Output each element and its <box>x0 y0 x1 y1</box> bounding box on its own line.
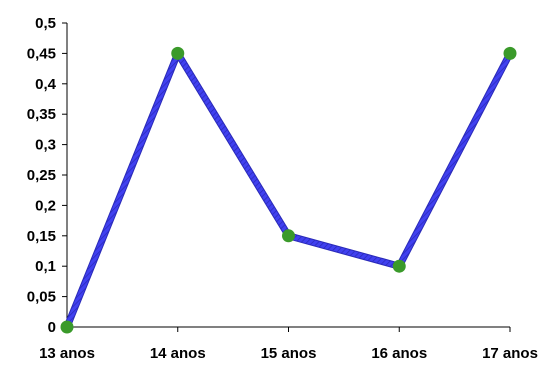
y-tick-label: 0,4 <box>35 76 57 93</box>
y-tick-label: 0,2 <box>35 197 56 214</box>
data-point-marker <box>503 46 517 60</box>
y-tick-label: 0,3 <box>35 137 56 154</box>
series-group <box>60 46 517 334</box>
x-tick-label: 16 anos <box>371 345 427 362</box>
y-tick-label: 0,05 <box>27 289 56 306</box>
y-axis-ticks: 0 0,05 0,1 0,15 0,2 0,25 0,3 0,35 0,4 0,45 0,5 <box>27 15 67 336</box>
x-tick-label: 15 anos <box>261 345 317 362</box>
data-point-marker <box>392 259 406 273</box>
data-point-marker <box>282 229 295 243</box>
x-axis-ticks: 13 anos 14 anos 15 anos 16 anos 17 anos <box>39 327 538 362</box>
y-tick-label: 0,15 <box>27 228 56 245</box>
series-line <box>64 50 513 328</box>
x-tick-label: 14 anos <box>150 345 206 362</box>
series-line-outline <box>63 49 514 329</box>
data-point-marker <box>60 320 74 334</box>
y-tick-label: 0,5 <box>35 15 56 32</box>
x-tick-label: 17 anos <box>482 345 538 362</box>
y-tick-label: 0,35 <box>27 106 56 123</box>
x-tick-label: 13 anos <box>39 345 95 362</box>
y-tick-label: 0,1 <box>35 258 56 275</box>
data-point-marker <box>171 46 185 60</box>
y-tick-label: 0 <box>48 319 56 336</box>
y-tick-label: 0,45 <box>27 45 56 62</box>
y-tick-label: 0,25 <box>27 167 56 184</box>
